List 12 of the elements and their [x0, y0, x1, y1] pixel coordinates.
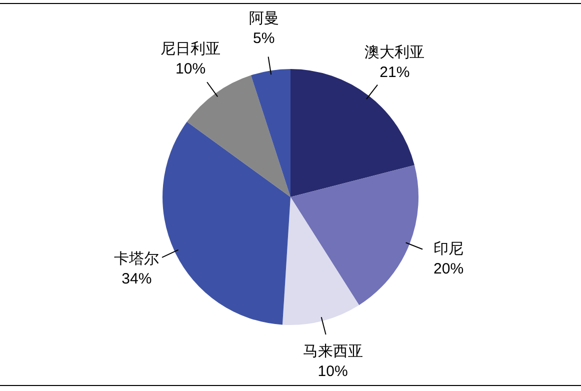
slice-label: 尼日利亚 [160, 40, 221, 58]
slice-label: 阿曼 [248, 10, 279, 28]
data-label: 20% [434, 260, 464, 278]
data-label: 5% [253, 30, 275, 48]
data-label: 34% [122, 270, 152, 288]
slice-label: 印尼 [434, 240, 464, 258]
slice-label: 卡塔尔 [114, 250, 160, 268]
data-label: 21% [380, 64, 410, 81]
data-label: 10% [176, 60, 206, 78]
slice-label: 澳大利亚 [364, 44, 425, 61]
slice-label: 马来西亚 [302, 342, 363, 360]
data-label: 10% [318, 362, 348, 380]
